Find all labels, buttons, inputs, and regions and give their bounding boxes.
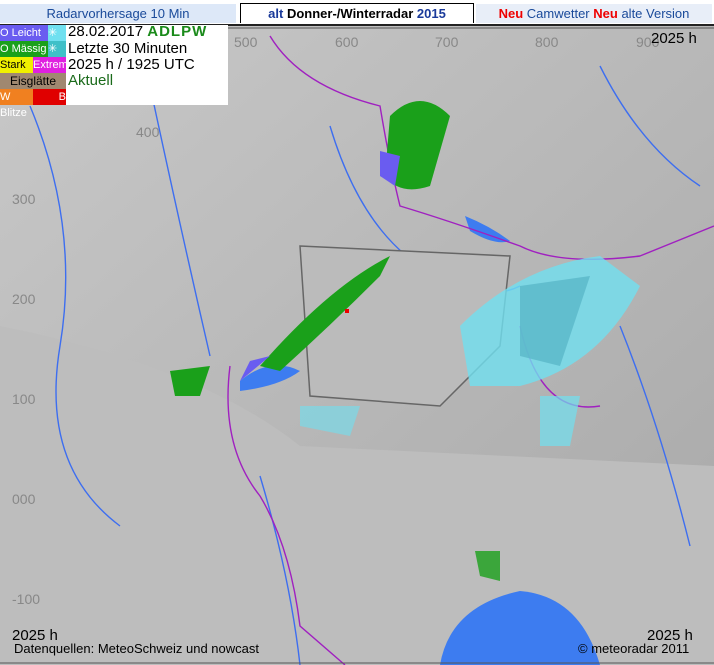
mediterranean-sea: [440, 591, 600, 665]
snow-moderate-icon: ✳: [48, 41, 66, 57]
legend-extreme: Extrem: [33, 57, 68, 73]
alps-terrain: [0, 326, 714, 665]
tab-label: Donner-/Winterradar: [286, 6, 414, 21]
radar-map[interactable]: 500 600 700 800 900 400 300 200 100 000 …: [0, 24, 714, 665]
legend-lightning-w: W Blitze: [0, 89, 33, 119]
camwetter-link[interactable]: Neu Camwetter: [498, 6, 590, 21]
copyright: © meteoradar 2011: [578, 641, 690, 656]
x-tick: 700: [435, 34, 459, 50]
map-graphics: [0, 26, 714, 665]
tab-links: Neu Camwetter Neu alte Version: [476, 4, 712, 23]
x-tick: 500: [234, 34, 258, 50]
top-nav: Radarvorhersage 10 Min alt Donner-/Winte…: [0, 0, 714, 24]
y-tick: 300: [12, 191, 36, 207]
info-date: 28.02.2017 ADLPW: [68, 23, 208, 40]
time-bottom-left: 2025 h: [12, 627, 58, 644]
info-time: 2025 h / 1925 UTC: [68, 56, 195, 73]
time-bottom-right: 2025 h: [647, 627, 693, 644]
radar-echoes: [170, 101, 640, 581]
y-tick: -100: [12, 591, 41, 607]
time-top-right: 2025 h: [651, 30, 697, 47]
y-tick: 000: [12, 491, 36, 507]
y-tick: 200: [12, 291, 36, 307]
tab-year: 2015: [416, 6, 446, 21]
lake-constance: [465, 216, 510, 243]
data-source: Datenquellen: MeteoSchweiz und nowcast: [14, 641, 259, 656]
info-status: Aktuell: [68, 72, 114, 89]
snow-light-icon: ✳: [48, 25, 66, 41]
legend-strong: Stark: [0, 57, 33, 73]
legend-light: O Leicht: [0, 25, 48, 41]
legend-moderate: O Mässig: [0, 41, 48, 57]
x-tick: 900: [636, 34, 660, 50]
info-period: Letzte 30 Minuten: [68, 40, 188, 57]
old-version-link[interactable]: Neu alte Version: [593, 6, 690, 21]
y-tick: 100: [12, 391, 36, 407]
tab-radar-forecast[interactable]: Radarvorhersage 10 Min: [0, 4, 236, 23]
x-tick: 600: [335, 34, 359, 50]
lake-geneva: [240, 365, 300, 391]
x-tick: 800: [535, 34, 559, 50]
y-tick: 400: [136, 124, 160, 140]
legend: O Leicht ✳ O Mässig ✳ Stark Extrem Eisgl…: [0, 23, 228, 119]
legend-lightning-b: B: [33, 89, 66, 105]
tab-alt: alt: [268, 6, 284, 21]
legend-ice: Eisglätte: [0, 73, 66, 89]
tab-winter-radar[interactable]: alt Donner-/Winterradar 2015: [240, 3, 474, 23]
